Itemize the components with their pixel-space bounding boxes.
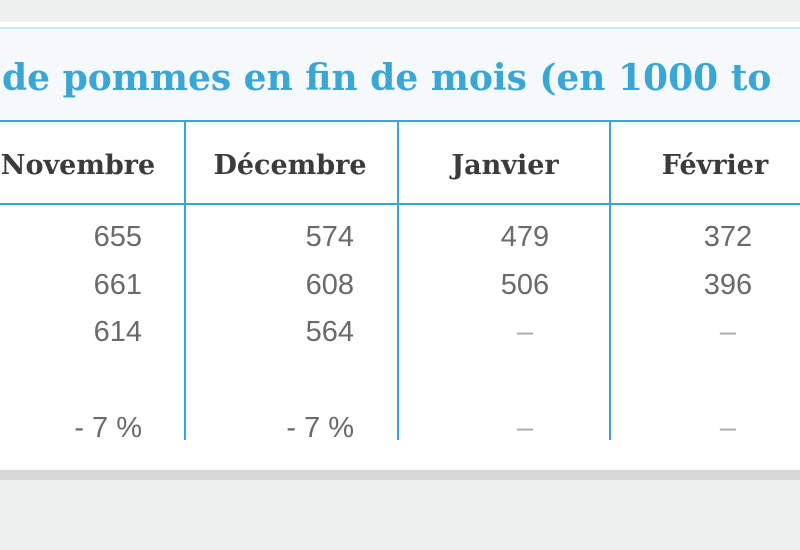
column-header: Janvier [449, 150, 559, 181]
table-cell: – [517, 412, 534, 444]
column-header: Février [662, 150, 769, 181]
column-dividers [184, 121, 611, 440]
table-cell: – [720, 412, 737, 444]
shadow [0, 470, 800, 480]
table-cell: 506 [501, 269, 549, 301]
table-cell: - 7 % [286, 412, 354, 444]
table-cell: 655 [94, 221, 142, 253]
table-cell: – [517, 316, 534, 348]
table-cell: 372 [704, 221, 752, 253]
table-cell: 661 [94, 269, 142, 301]
table-cell: - 7 % [74, 412, 142, 444]
table-cell: 564 [306, 316, 354, 348]
title-band [0, 28, 800, 120]
column-header: Décembre [213, 150, 366, 181]
table-cells: Novembre Décembre Janvier Février 655 574 479 3… [1, 150, 769, 444]
table-cell: 396 [704, 269, 752, 301]
table-cell: 574 [306, 221, 354, 253]
column-header: Novembre [1, 150, 155, 181]
table-cell: – [720, 316, 737, 348]
table-cell: 479 [501, 221, 549, 253]
table-cell: 608 [306, 269, 354, 301]
table-title: de pommes en fin de mois (en 1000 to [2, 57, 771, 99]
table-cell: 614 [94, 316, 142, 348]
